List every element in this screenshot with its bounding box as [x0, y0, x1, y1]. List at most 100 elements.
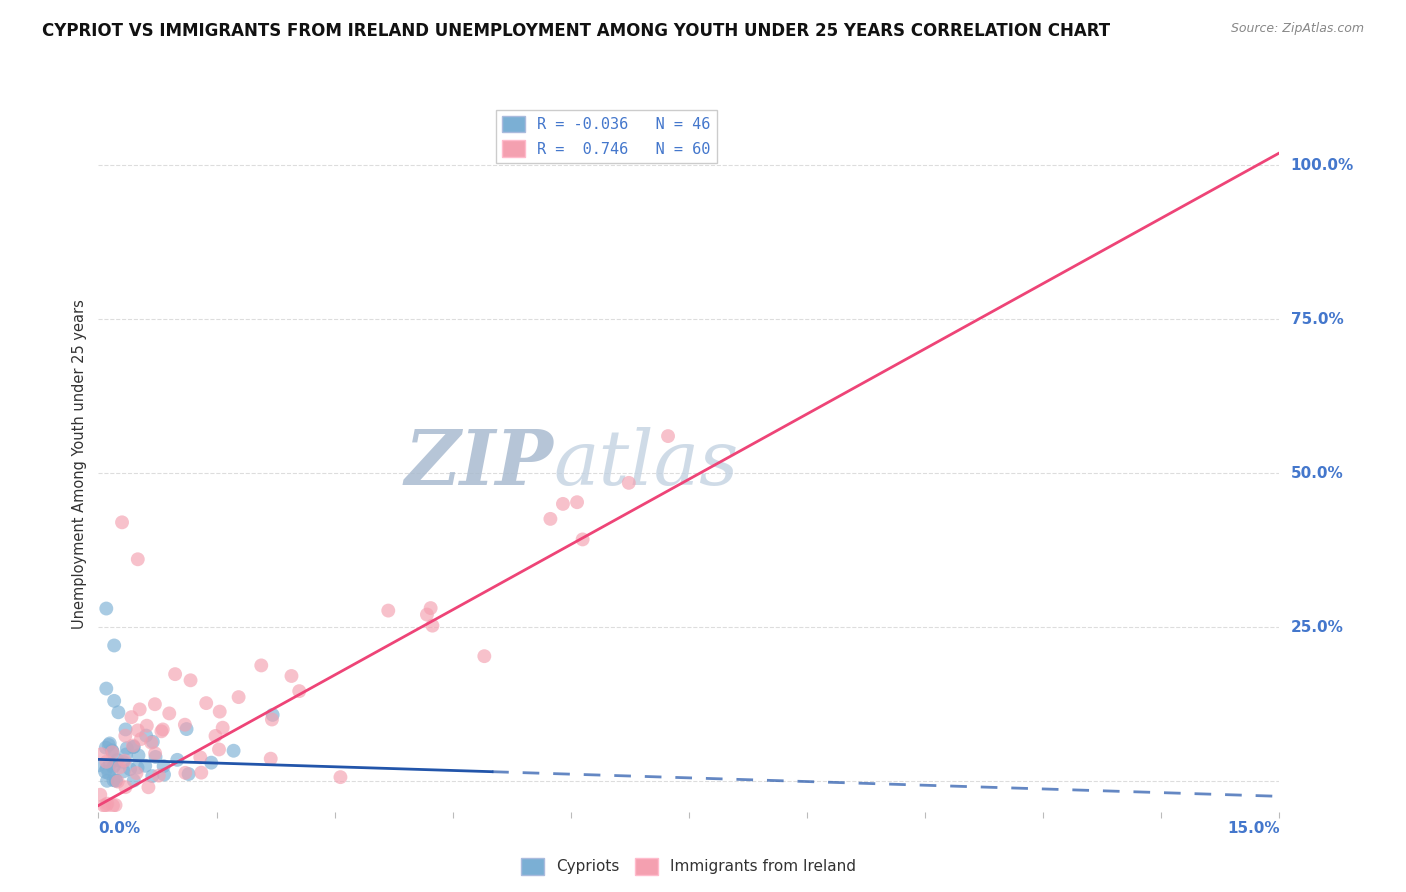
Point	[152, 759, 174, 773]
Point	[101, 798, 124, 813]
Point	[260, 752, 283, 766]
Point	[153, 767, 176, 781]
Text: 25.0%: 25.0%	[1291, 620, 1344, 634]
Point	[565, 495, 588, 509]
Text: Source: ZipAtlas.com: Source: ZipAtlas.com	[1230, 22, 1364, 36]
Point	[101, 745, 124, 759]
Point	[112, 755, 135, 769]
Point	[129, 732, 152, 747]
Point	[103, 694, 125, 708]
Point	[472, 649, 495, 664]
Point	[128, 702, 150, 716]
Point	[173, 717, 195, 731]
Text: ZIP: ZIP	[405, 427, 553, 500]
Point	[222, 744, 245, 758]
Point	[121, 710, 143, 724]
Text: 75.0%: 75.0%	[1291, 311, 1343, 326]
Point	[104, 773, 127, 788]
Point	[152, 723, 174, 737]
Point	[127, 552, 149, 566]
Point	[208, 742, 231, 756]
Point	[138, 780, 160, 795]
Point	[538, 512, 561, 526]
Point	[122, 739, 145, 754]
Y-axis label: Unemployment Among Youth under 25 years: Unemployment Among Youth under 25 years	[72, 299, 87, 629]
Point	[104, 798, 127, 813]
Point	[143, 747, 166, 761]
Point	[208, 705, 231, 719]
Point	[180, 673, 202, 688]
Point	[329, 770, 352, 784]
Point	[101, 745, 124, 759]
Text: 100.0%: 100.0%	[1291, 158, 1354, 173]
Point	[96, 601, 118, 615]
Point	[118, 762, 141, 776]
Point	[617, 475, 640, 490]
Point	[135, 719, 157, 733]
Point	[127, 761, 149, 775]
Legend: Cypriots, Immigrants from Ireland: Cypriots, Immigrants from Ireland	[516, 852, 862, 880]
Point	[657, 429, 679, 443]
Point	[96, 755, 118, 769]
Point	[96, 798, 118, 813]
Point	[97, 766, 120, 780]
Point	[93, 798, 115, 813]
Point	[422, 618, 444, 632]
Point	[288, 684, 311, 698]
Point	[127, 723, 149, 738]
Point	[228, 690, 250, 705]
Point	[195, 696, 218, 710]
Point	[150, 724, 173, 739]
Point	[98, 756, 121, 771]
Point	[103, 773, 125, 788]
Point	[108, 760, 131, 774]
Point	[204, 729, 226, 743]
Point	[112, 764, 135, 779]
Point	[165, 667, 187, 681]
Point	[87, 758, 110, 772]
Point	[114, 780, 136, 794]
Point	[114, 754, 136, 768]
Point	[96, 797, 118, 811]
Point	[177, 767, 200, 781]
Point	[96, 761, 118, 775]
Point	[143, 697, 166, 711]
Text: 15.0%: 15.0%	[1227, 821, 1279, 836]
Point	[262, 707, 284, 722]
Point	[115, 747, 138, 762]
Point	[105, 753, 128, 767]
Text: 0.0%: 0.0%	[98, 821, 141, 836]
Point	[571, 533, 593, 547]
Point	[142, 735, 165, 749]
Point	[98, 736, 121, 750]
Point	[141, 769, 163, 783]
Point	[114, 723, 136, 737]
Point	[166, 753, 188, 767]
Point	[107, 774, 129, 789]
Point	[134, 759, 156, 773]
Point	[103, 759, 125, 773]
Point	[200, 756, 222, 770]
Point	[416, 607, 439, 622]
Point	[135, 729, 157, 743]
Point	[377, 604, 399, 618]
Point	[419, 601, 441, 615]
Point	[114, 729, 136, 743]
Point	[188, 750, 211, 764]
Point	[260, 713, 283, 727]
Point	[174, 765, 197, 780]
Text: atlas: atlas	[553, 427, 738, 500]
Point	[94, 740, 117, 755]
Point	[101, 743, 124, 757]
Point	[125, 766, 148, 780]
Point	[122, 739, 145, 753]
Point	[96, 681, 118, 696]
Point	[176, 722, 198, 736]
Point	[157, 706, 180, 721]
Point	[127, 748, 149, 763]
Point	[94, 764, 117, 779]
Point	[122, 740, 145, 755]
Point	[250, 658, 273, 673]
Point	[97, 738, 120, 752]
Point	[111, 516, 134, 530]
